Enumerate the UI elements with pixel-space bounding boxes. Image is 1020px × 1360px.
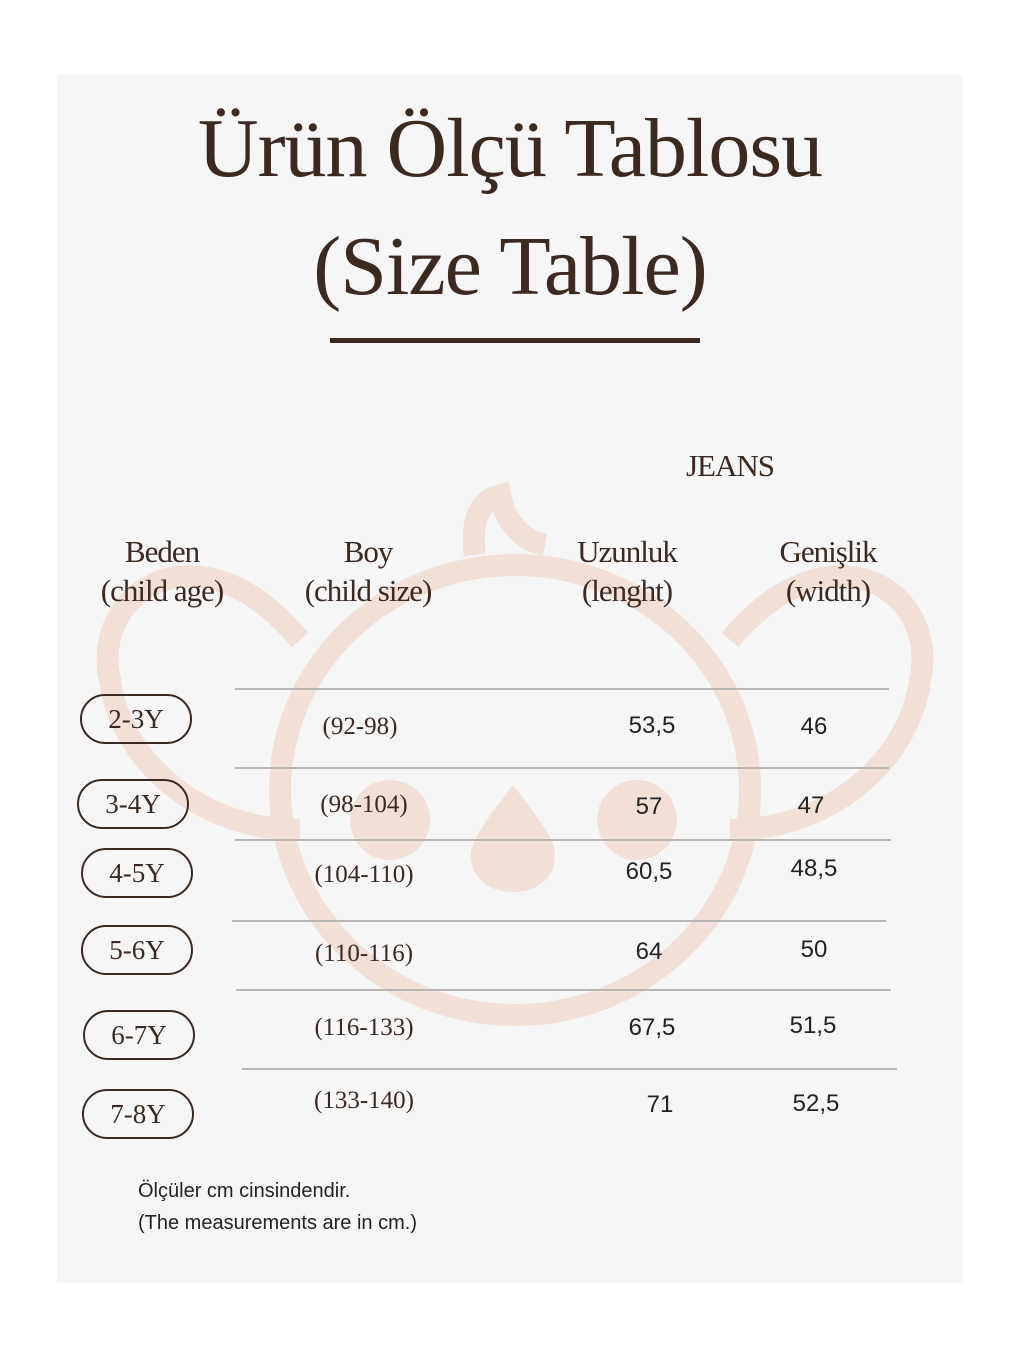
title-underline — [330, 338, 700, 343]
header-age-sub: (child age) — [100, 573, 224, 608]
age-badge: 2-3Y — [80, 694, 192, 744]
size-cell: (98-104) — [320, 791, 408, 818]
row-divider — [232, 920, 886, 922]
header-length-label: Uzunluk — [577, 534, 678, 569]
length-cell: 64 — [635, 938, 663, 965]
page-title: Ürün Ölçü Tablosu — [197, 102, 823, 195]
row-divider — [235, 688, 889, 690]
header-size-label: Boy — [343, 534, 394, 569]
age-badge: 6-7Y — [83, 1010, 195, 1060]
length-cell: 71 — [646, 1091, 674, 1118]
length-cell: 60,5 — [625, 858, 673, 885]
row-divider — [235, 839, 891, 841]
width-cell: 48,5 — [790, 855, 838, 882]
size-cell: (133-140) — [314, 1087, 414, 1114]
age-badge: 7-8Y — [82, 1089, 194, 1139]
length-cell: 53,5 — [628, 712, 676, 739]
category-label: JEANS — [685, 448, 775, 483]
width-cell: 46 — [800, 713, 828, 740]
size-cell: (92-98) — [322, 713, 398, 740]
note-en: (The measurements are in cm.) — [138, 1212, 417, 1234]
length-cell: 67,5 — [628, 1014, 676, 1041]
header-width-sub: (width) — [785, 573, 871, 608]
width-cell: 52,5 — [792, 1090, 840, 1117]
size-cell: (110-116) — [314, 940, 414, 967]
header-length: Uzunluk (lenght) — [537, 532, 717, 610]
content-panel — [57, 75, 963, 1283]
header-width-label: Genişlik — [779, 534, 877, 569]
row-divider — [236, 989, 891, 991]
width-cell: 51,5 — [789, 1012, 837, 1039]
age-badge: 3-4Y — [77, 779, 189, 829]
note-tr: Ölçüler cm cinsindendir. — [138, 1180, 351, 1202]
header-size: Boy (child size) — [278, 532, 458, 610]
age-badge: 5-6Y — [81, 925, 193, 975]
header-size-sub: (child size) — [304, 573, 433, 608]
header-width: Genişlik (width) — [738, 532, 918, 610]
header-age: Beden (child age) — [72, 532, 252, 610]
width-cell: 50 — [800, 936, 828, 963]
size-cell: (104-110) — [314, 861, 414, 888]
row-divider — [242, 1068, 897, 1070]
length-cell: 57 — [635, 793, 663, 820]
age-badge: 4-5Y — [81, 848, 193, 898]
width-cell: 47 — [797, 792, 825, 819]
page-subtitle: (Size Table) — [313, 220, 707, 313]
row-divider — [235, 767, 889, 769]
size-cell: (116-133) — [314, 1014, 414, 1041]
header-length-sub: (lenght) — [581, 573, 673, 608]
header-age-label: Beden — [124, 534, 200, 569]
